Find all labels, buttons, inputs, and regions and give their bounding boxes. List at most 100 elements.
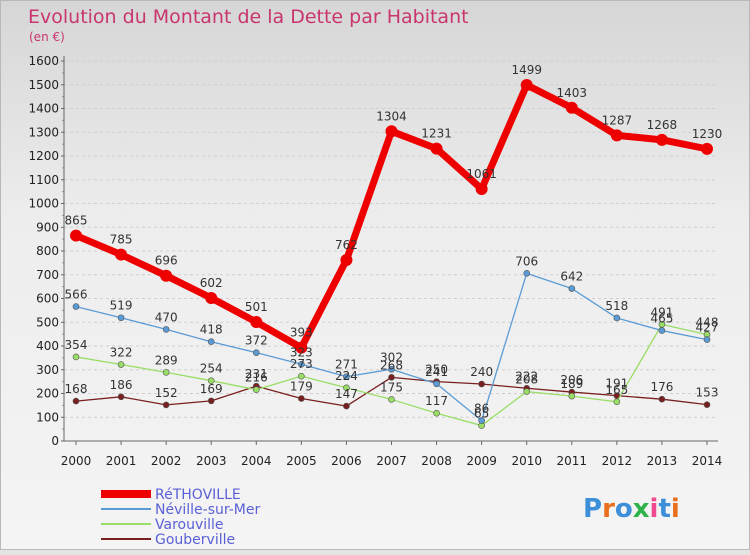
x-tick-2003: 2003 [196, 454, 227, 468]
y-tick-1100: 1100 [28, 173, 59, 187]
x-tick-2008: 2008 [421, 454, 452, 468]
series-3-label-2006: 147 [335, 387, 358, 401]
series-2-label-2002: 289 [155, 353, 178, 367]
series-2-point-2012 [613, 398, 621, 406]
y-tick-200: 200 [36, 387, 59, 401]
series-1-point-2014 [703, 336, 711, 343]
series-0-label-2012: 1287 [602, 113, 633, 127]
y-tick-0: 0 [51, 434, 59, 448]
brand-letter-6: i [671, 494, 680, 524]
series-1-point-2008 [433, 380, 440, 388]
series-3-point-2000 [72, 397, 80, 405]
series-0-point-2000 [70, 229, 82, 242]
x-tick-2002: 2002 [151, 454, 182, 468]
series-2-label-2012: 165 [605, 383, 628, 397]
series-0-point-2004 [250, 316, 263, 329]
series-1-point-2006 [343, 373, 350, 380]
series-2-point-2007 [388, 396, 395, 403]
series-0-label-2003: 602 [200, 276, 223, 290]
legend-label-2: Varouville [155, 517, 224, 533]
proxiti-logo: Proxiti [583, 494, 680, 524]
series-0-point-2013 [655, 133, 668, 146]
brand-letter-3: x [633, 494, 650, 524]
series-1-point-2003 [207, 338, 215, 346]
x-tick-2012: 2012 [602, 454, 633, 468]
series-0-point-2012 [610, 129, 623, 142]
series-1-point-2013 [658, 327, 666, 334]
series-1-point-2007 [388, 365, 395, 373]
x-tick-2006: 2006 [331, 454, 362, 468]
legend-label-1: Néville-sur-Mer [155, 502, 260, 518]
grid [64, 60, 718, 442]
series-3-point-2002 [162, 401, 170, 409]
series-2-label-2007: 175 [380, 380, 403, 394]
y-tick-1500: 1500 [28, 78, 59, 92]
series-2-label-2005: 273 [290, 357, 313, 371]
series-1-label-2013: 465 [650, 312, 673, 326]
series-3-label-2010: 222 [515, 369, 538, 383]
series-2-label-2004: 216 [245, 371, 268, 385]
series-3-label-2007: 268 [380, 358, 403, 372]
series-0-label-2008: 1231 [421, 127, 452, 141]
brand-letter-0: P [583, 494, 602, 524]
series-0-label-2006: 762 [335, 238, 358, 252]
series-2-point-2002 [162, 369, 170, 376]
brand-letter-1: r [602, 494, 615, 524]
chart-title: Evolution du Montant de la Dette par Hab… [28, 6, 469, 28]
series-1-point-2001 [117, 314, 125, 322]
series-1-label-2009: 86 [474, 402, 489, 416]
series-1-point-2004 [252, 349, 260, 356]
series-1-label-2005: 323 [290, 345, 313, 359]
series-2-label-2013: 491 [650, 305, 673, 319]
series-3-point-2007 [388, 374, 395, 381]
series-1-label-2006: 271 [335, 358, 358, 372]
series-0-label-2010: 1499 [511, 63, 542, 77]
series-2-point-2005 [298, 372, 305, 380]
x-tick-2009: 2009 [466, 454, 497, 468]
series-0-label-2001: 785 [110, 233, 133, 247]
y-tick-600: 600 [36, 292, 59, 306]
brand-letter-4: i [650, 494, 659, 524]
series-3-label-2000: 168 [65, 382, 88, 396]
series-1-label-2011: 642 [560, 270, 583, 284]
series-2-label-2006: 224 [335, 369, 358, 383]
legend-label-3: Gouberville [155, 532, 235, 548]
series-2-point-2006 [343, 384, 350, 392]
series-2-point-2008 [433, 409, 440, 417]
series-0-label-2014: 1230 [692, 127, 723, 141]
series-2-point-2000 [72, 353, 80, 361]
series-layer [70, 78, 713, 429]
series-1-point-2000 [72, 303, 80, 310]
y-tick-1000: 1000 [28, 197, 59, 211]
series-1-label-2007: 302 [380, 350, 403, 364]
series-0-label-2005: 393 [290, 326, 313, 340]
x-tick-2000: 2000 [61, 454, 92, 468]
y-tick-500: 500 [36, 315, 59, 329]
x-tick-2001: 2001 [106, 454, 137, 468]
series-2-point-2010 [523, 388, 531, 395]
series-2-label-2010: 208 [515, 373, 538, 387]
series-2-label-2003: 254 [200, 362, 223, 376]
series-1-label-2001: 519 [110, 299, 133, 313]
series-0-label-2009: 1061 [466, 167, 497, 181]
brand-letter-2: o [615, 494, 633, 524]
series-1-point-2002 [162, 326, 170, 333]
x-tick-2011: 2011 [557, 454, 588, 468]
y-tick-100: 100 [36, 410, 59, 424]
series-3-point-2001 [117, 393, 125, 401]
series-3-label-2012: 191 [605, 377, 628, 391]
series-2-label-2011: 189 [560, 377, 583, 391]
series-2-label-2009: 65 [474, 407, 489, 421]
series-1-point-2012 [613, 314, 621, 322]
x-tick-2014: 2014 [692, 454, 723, 468]
series-1-label-2002: 470 [155, 310, 178, 324]
series-3-point-2003 [207, 397, 215, 405]
y-tick-700: 700 [36, 268, 59, 282]
legend: RéTHOVILLENéville-sur-MerVarouvilleGoube… [101, 487, 260, 548]
series-0-point-2005 [295, 341, 308, 354]
series-1-label-2012: 518 [605, 299, 628, 313]
series-0-label-2007: 1304 [376, 109, 407, 123]
series-3-point-2009 [478, 380, 485, 388]
data-labels: 865 785 696 602 501 393 762 1304 1231 1061 1499 140… [65, 63, 723, 421]
